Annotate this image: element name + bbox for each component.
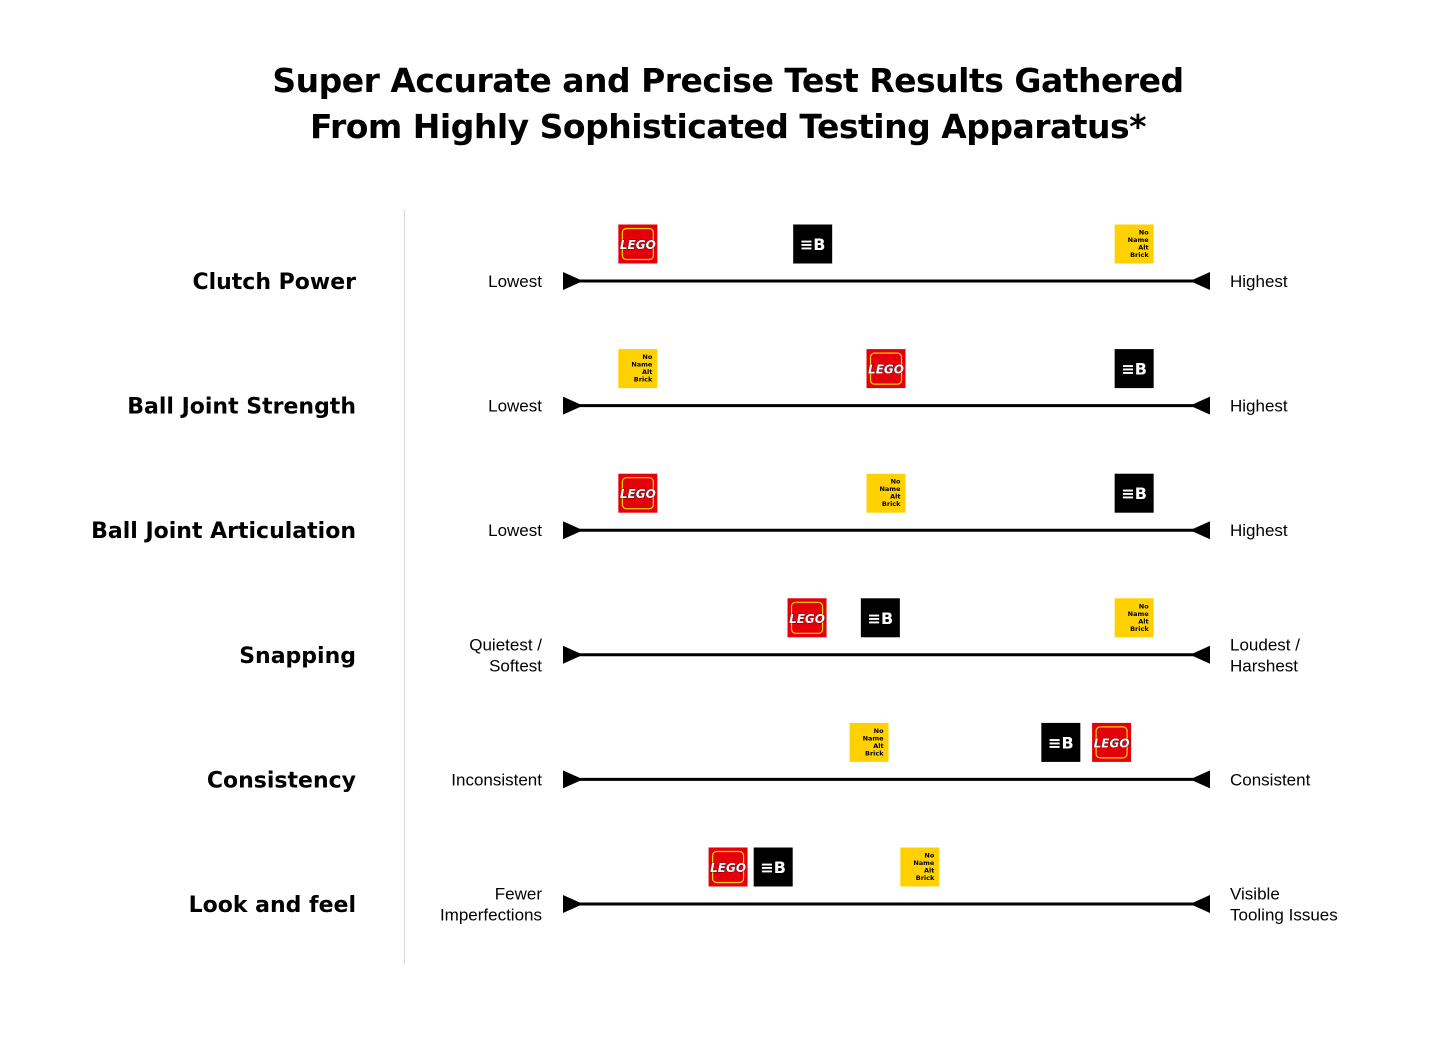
row-label: Ball Joint Articulation xyxy=(91,519,356,544)
row-label: Snapping xyxy=(239,644,356,669)
svg-text:LEGO: LEGO xyxy=(1094,736,1130,750)
noname-marker: No Name Alt Brick xyxy=(900,847,940,887)
low-end-label: Fewer Imperfections xyxy=(440,885,542,925)
eb-marker: ≡B xyxy=(860,598,900,638)
svg-text:LEGO: LEGO xyxy=(710,861,746,875)
noname-marker: No Name Alt Brick xyxy=(1114,224,1154,264)
noname-marker: No Name Alt Brick xyxy=(849,722,889,762)
lego-marker: LEGO xyxy=(866,349,906,389)
high-end-label: Highest xyxy=(1230,272,1288,291)
eb-marker: ≡B xyxy=(1114,349,1154,389)
left-arrow-marker xyxy=(563,396,583,415)
left-arrow-marker xyxy=(563,895,583,913)
noname-marker: No Name Alt Brick xyxy=(866,473,906,513)
high-end-label: Highest xyxy=(1230,397,1288,416)
right-arrow-marker xyxy=(1190,645,1210,664)
low-end-label: Inconsistent xyxy=(451,770,542,789)
left-arrow-marker xyxy=(563,272,583,290)
row-label: Clutch Power xyxy=(192,270,356,295)
right-arrow-marker xyxy=(1190,272,1210,290)
left-arrow-marker xyxy=(563,521,583,540)
high-end-label: Highest xyxy=(1230,521,1288,540)
chart-row: Ball Joint Strength Lowest Highest No Name Al… xyxy=(127,349,1288,420)
low-end-label: Lowest xyxy=(488,397,542,416)
chart-row: Clutch Power Lowest Highest LEGO ≡B No Name Alt… xyxy=(192,224,1288,295)
lego-marker: LEGO xyxy=(618,473,658,513)
chart-title-line-1: Super Accurate and Precise Test Results … xyxy=(272,61,1184,100)
noname-marker: No Name Alt Brick xyxy=(618,349,658,389)
svg-text:≡B: ≡B xyxy=(1048,733,1074,752)
right-arrow-marker xyxy=(1190,396,1210,415)
high-end-label: Loudest / Harshest xyxy=(1230,635,1300,675)
lego-marker: LEGO xyxy=(708,847,748,887)
eb-marker: ≡B xyxy=(1114,473,1154,513)
lego-marker: LEGO xyxy=(787,598,827,638)
svg-text:≡B: ≡B xyxy=(800,235,826,254)
eb-marker: ≡B xyxy=(1041,722,1081,762)
low-end-label: Lowest xyxy=(488,272,542,291)
svg-text:LEGO: LEGO xyxy=(620,487,656,501)
svg-text:LEGO: LEGO xyxy=(868,363,904,377)
right-arrow-marker xyxy=(1190,521,1210,540)
chart-row: Consistency Inconsistent Consistent No Name A… xyxy=(207,722,1311,793)
eb-marker: ≡B xyxy=(753,847,793,887)
chart-row: Ball Joint Articulation Lowest Highest LEGO… xyxy=(91,473,1288,544)
chart-title-line-2: From Highly Sophisticated Testing Appara… xyxy=(310,107,1146,146)
right-arrow-marker xyxy=(1190,895,1210,913)
row-label: Ball Joint Strength xyxy=(127,395,356,420)
svg-text:≡B: ≡B xyxy=(1121,360,1147,379)
left-arrow-marker xyxy=(563,770,583,789)
lego-marker: LEGO xyxy=(618,224,658,264)
row-label: Consistency xyxy=(207,768,356,793)
row-label: Look and feel xyxy=(189,893,356,918)
svg-text:≡B: ≡B xyxy=(1121,484,1147,503)
lego-marker: LEGO xyxy=(1092,722,1132,762)
high-end-label: Visible Tooling Issues xyxy=(1230,885,1338,925)
left-arrow-marker xyxy=(563,645,583,664)
right-arrow-marker xyxy=(1190,770,1210,789)
eb-marker: ≡B xyxy=(793,224,833,264)
chart-row: Snapping Quietest / Softest Loudest / Harshe… xyxy=(239,598,1300,675)
chart-title: Super Accurate and Precise Test Results … xyxy=(0,58,1456,150)
label-divider xyxy=(404,210,405,965)
chart-row: Look and feel Fewer Imperfections Visible To… xyxy=(189,847,1338,925)
low-end-label: Quietest / Softest xyxy=(469,635,542,675)
svg-text:≡B: ≡B xyxy=(868,609,894,628)
low-end-label: Lowest xyxy=(488,521,542,540)
noname-marker: No Name Alt Brick xyxy=(1114,598,1154,638)
svg-text:≡B: ≡B xyxy=(760,858,786,877)
svg-text:LEGO: LEGO xyxy=(620,238,656,252)
high-end-label: Consistent xyxy=(1230,770,1311,789)
svg-text:LEGO: LEGO xyxy=(789,612,825,626)
